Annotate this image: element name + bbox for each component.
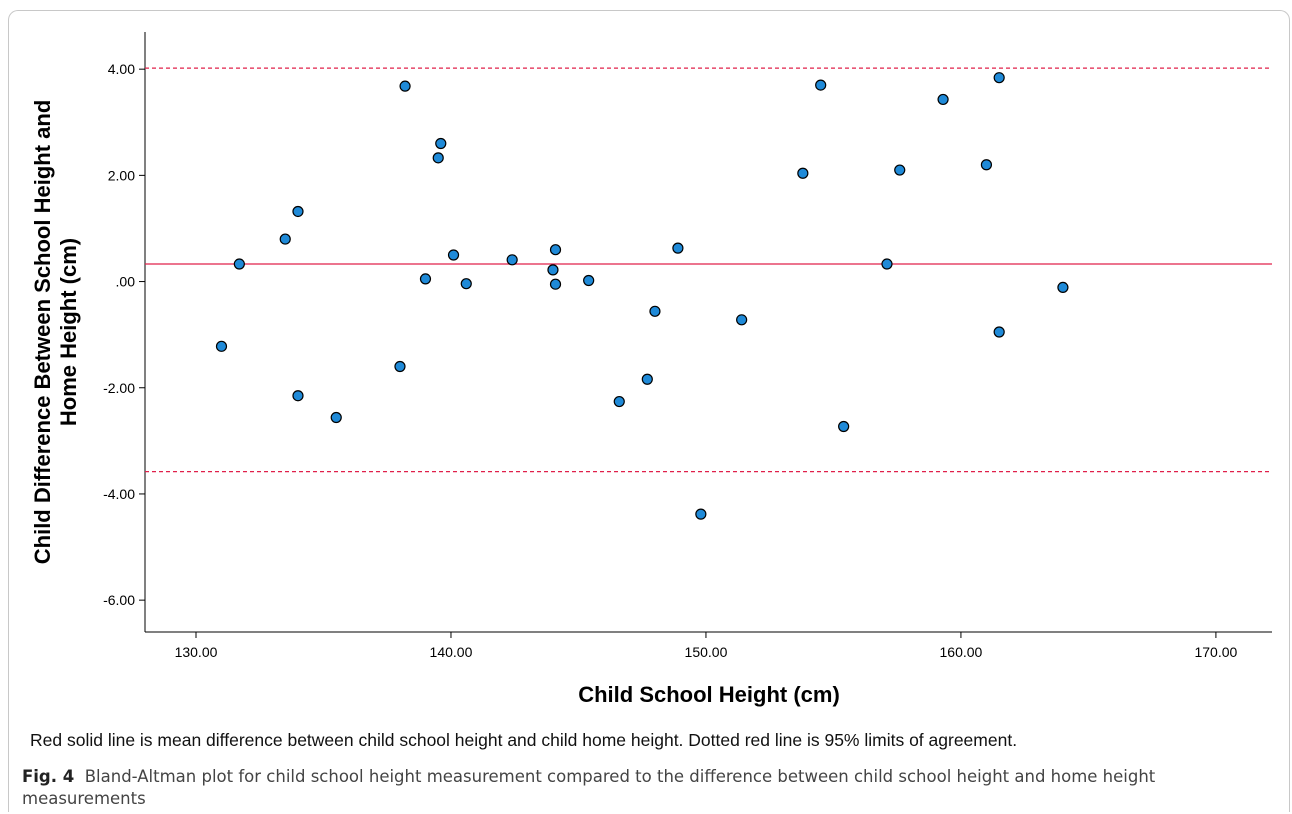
data-point: [993, 72, 1005, 84]
data-point: [394, 360, 406, 373]
bland-altman-chart: 4.00 2.00 .00 -2.00 -4.00 -6.00 130.00 140.00 15…: [30, 32, 1272, 707]
data-point: [1057, 281, 1069, 293]
data-point: [233, 258, 245, 270]
data-point: [881, 258, 893, 270]
data-point: [672, 242, 684, 254]
data-point: [432, 152, 444, 164]
data-point: [549, 244, 562, 256]
x-tick-label: 130.00: [175, 644, 218, 660]
figure-caption: Fig. 4 Bland-Altman plot for child schoo…: [22, 766, 1272, 810]
x-axis-label: Child School Height (cm): [578, 682, 840, 707]
data-point: [641, 373, 653, 385]
data-point: [460, 278, 472, 290]
data-point: [419, 273, 432, 285]
chart-note: Red solid line is mean difference betwee…: [30, 730, 1018, 750]
data-point: [937, 93, 949, 106]
data-point: [549, 278, 562, 290]
reference-lines: [145, 67, 1272, 473]
y-tick-label: 4.00: [108, 61, 135, 77]
x-tick-label: 150.00: [685, 644, 728, 660]
data-point: [292, 390, 304, 402]
data-point: [838, 420, 850, 433]
y-axis-label-line-1: Child Difference Between School Height a…: [30, 100, 55, 565]
data-point: [649, 305, 661, 317]
data-point: [506, 254, 518, 266]
y-tick-label: -6.00: [103, 592, 135, 608]
data-point: [279, 233, 291, 245]
y-tick-label: -4.00: [103, 486, 135, 502]
x-tick-label: 160.00: [940, 644, 983, 660]
data-point: [399, 80, 411, 92]
x-tick-label: 170.00: [1194, 644, 1237, 660]
figure-label: Fig. 4: [22, 767, 75, 786]
data-point: [613, 395, 625, 408]
data-point: [547, 264, 559, 276]
data-point: [993, 326, 1005, 338]
y-tick-label: 2.00: [108, 167, 135, 183]
data-point: [980, 159, 993, 171]
data-point: [215, 340, 228, 352]
data-point: [815, 79, 827, 91]
y-tick-label: -2.00: [103, 380, 135, 396]
data-point: [894, 164, 906, 176]
data-point: [797, 167, 809, 179]
data-point: [695, 508, 707, 520]
figure-caption-text: Bland-Altman plot for child school heigh…: [22, 767, 1156, 808]
y-tick-label: .00: [116, 274, 136, 290]
data-point: [447, 249, 460, 261]
data-point: [292, 205, 304, 218]
figure-frame: [8, 10, 1290, 812]
data-point: [435, 137, 447, 150]
x-tick-label: 140.00: [430, 644, 473, 660]
data-point: [736, 314, 748, 326]
data-point: [330, 411, 342, 424]
y-axis-label-line-2: Home Height (cm): [56, 238, 81, 426]
data-points: [215, 72, 1069, 520]
axes: 4.00 2.00 .00 -2.00 -4.00 -6.00 130.00 140.00 15…: [103, 32, 1272, 660]
data-point: [583, 274, 595, 287]
